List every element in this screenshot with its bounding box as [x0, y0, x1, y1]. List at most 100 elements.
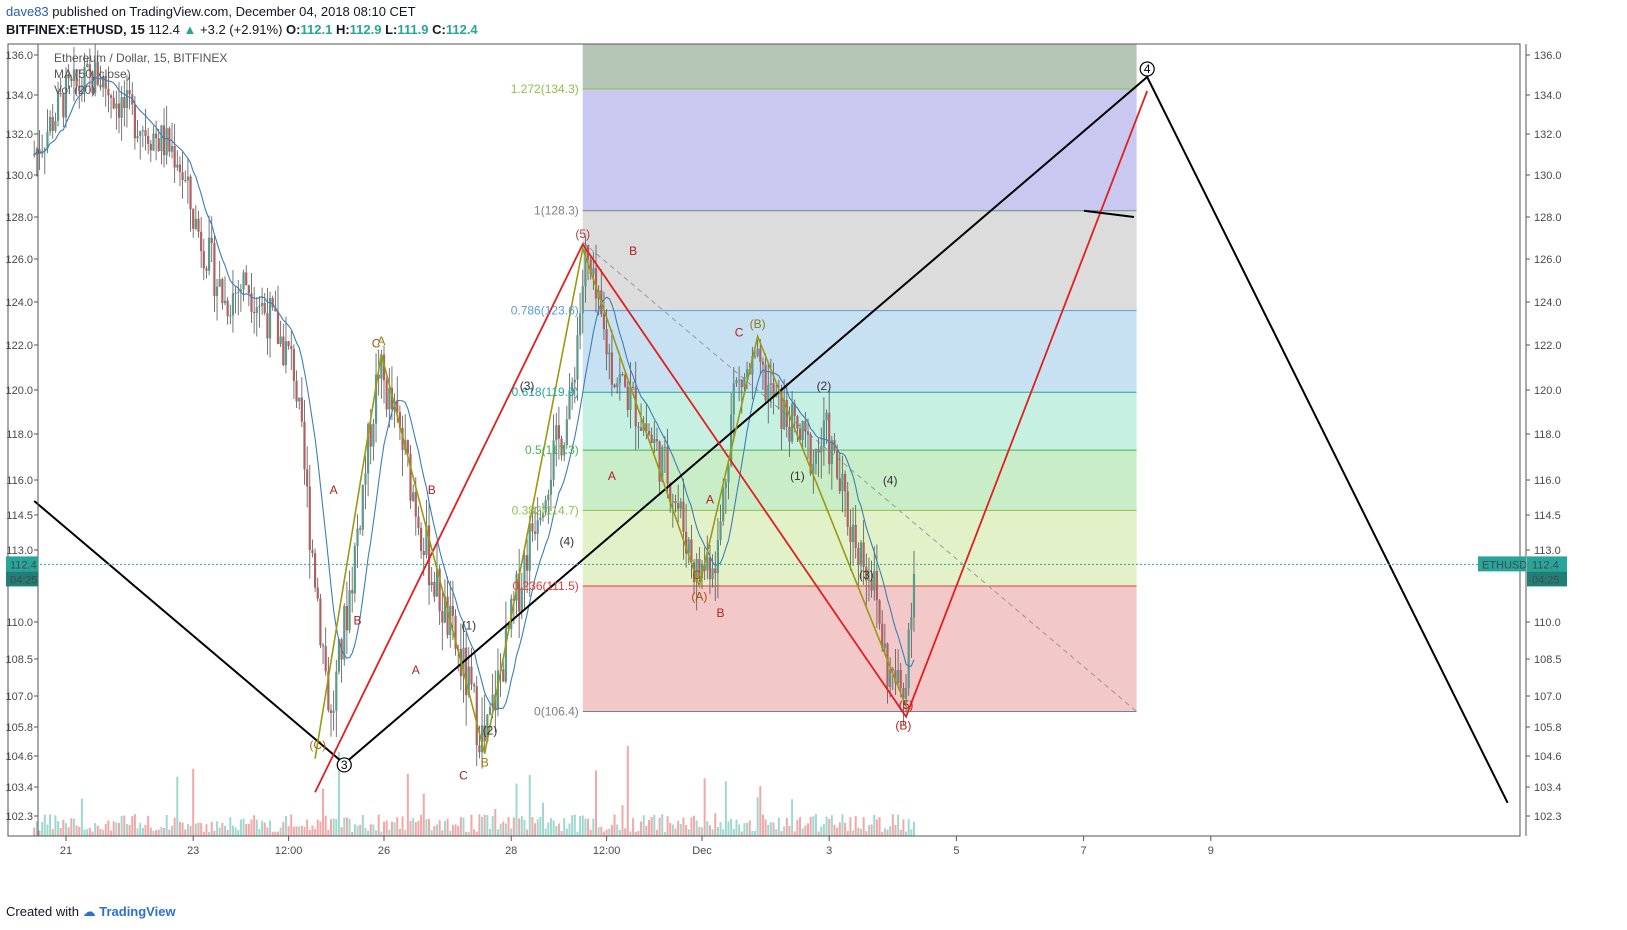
x-tick-label: 3: [826, 845, 832, 857]
volume-bar: [96, 825, 99, 836]
fib-zone: [582, 210, 1137, 311]
fib-level-label: 0.618(119.9): [512, 385, 579, 399]
candle-body: [698, 559, 701, 579]
volume-bar: [669, 822, 672, 836]
volume-bar: [102, 830, 105, 836]
candle-body: [645, 423, 648, 432]
volume-bar: [311, 825, 314, 836]
candle-body: [433, 581, 436, 597]
y-tick-label-left: 122.0: [5, 340, 33, 352]
price-tag-right: [1527, 556, 1567, 572]
author-link[interactable]: dave83: [6, 4, 49, 19]
volume-bar: [242, 818, 245, 836]
volume-bar: [557, 823, 560, 836]
candle-body: [374, 374, 378, 424]
volume-bar: [616, 824, 619, 836]
volume-bar: [178, 821, 181, 836]
fib-level-label: 1(128.3): [534, 204, 579, 218]
volume-bar: [147, 815, 150, 836]
candle-body: [690, 539, 693, 563]
y-tick-label-left: 118.0: [6, 429, 33, 441]
volume-bar: [120, 816, 123, 836]
volume-bar: [189, 825, 192, 836]
candle-body: [711, 568, 714, 580]
candle-body: [806, 431, 810, 435]
volume-bar: [891, 814, 894, 836]
candle-body: [298, 397, 301, 402]
volume-bar: [369, 824, 372, 836]
candle-body: [186, 176, 189, 181]
low-value: 111.9: [397, 22, 429, 37]
candle-body: [536, 520, 539, 534]
candle-body: [613, 384, 616, 388]
volume-bar: [443, 821, 446, 836]
candle-body: [624, 374, 627, 387]
volume-bar: [266, 827, 269, 836]
y-tick-label-right: 114.5: [1534, 510, 1561, 522]
volume-bar: [229, 817, 232, 836]
candle-body: [420, 528, 423, 552]
y-tick-label-right: 108.5: [1534, 654, 1562, 666]
volume-bar: [483, 814, 486, 836]
candle-body: [115, 103, 118, 109]
candle-body: [740, 379, 743, 388]
wave-label: (2): [817, 379, 832, 393]
candle-body: [560, 438, 563, 456]
candle-body: [573, 379, 576, 383]
candle-body: [149, 143, 152, 151]
candle-body: [435, 568, 439, 597]
tradingview-brand[interactable]: TradingView: [99, 904, 176, 919]
candle-body: [708, 557, 712, 580]
volume-bar: [258, 828, 261, 836]
volume-bar: [356, 825, 359, 836]
candle-body: [761, 361, 765, 365]
x-tick-label: 12:00: [593, 845, 621, 857]
volume-bar: [279, 827, 282, 836]
volume-bar: [833, 824, 836, 836]
candle-body: [682, 501, 685, 532]
volume-bar: [348, 818, 351, 836]
volume-bar: [388, 829, 391, 836]
publish-info: dave83 published on TradingView.com, Dec…: [6, 4, 416, 19]
volume-bar: [91, 831, 94, 836]
candle-body: [912, 573, 916, 618]
candle-body: [268, 297, 272, 339]
volume-bar: [59, 827, 62, 836]
candle-body: [663, 446, 666, 448]
volume-bar: [372, 824, 375, 836]
candle-body: [409, 453, 412, 501]
wave-label: (3): [859, 568, 874, 582]
volume-bar: [380, 831, 383, 836]
tradingview-logo-icon: ☁: [82, 904, 96, 919]
y-tick-label-right: 113.0: [1534, 545, 1561, 557]
candle-body: [160, 125, 163, 152]
candle-body: [738, 379, 741, 381]
volume-bar: [454, 824, 457, 836]
y-tick-label-right: 136.0: [1534, 50, 1562, 62]
y-tick-label-right: 102.3: [1534, 811, 1562, 823]
volume-bar: [337, 751, 340, 836]
candle-body: [194, 218, 197, 229]
volume-bar: [46, 824, 49, 836]
volume-bar: [430, 830, 433, 836]
volume-bar: [621, 805, 624, 836]
volume-bar: [231, 825, 234, 836]
y-tick-label-right: 105.8: [1534, 722, 1562, 734]
candle-body: [719, 521, 722, 540]
black-wave-line: [33, 75, 1509, 804]
volume-bar: [377, 814, 380, 836]
volume-bar: [250, 819, 253, 836]
y-tick-label-left: 136.0: [5, 50, 33, 62]
volume-bar: [33, 827, 36, 836]
candle-body: [147, 135, 150, 144]
candle-body: [38, 149, 41, 154]
candle-body: [173, 145, 176, 168]
volume-bar: [899, 829, 902, 836]
wave-label: (B): [895, 718, 911, 732]
candle-body: [658, 441, 661, 482]
candle-body: [54, 120, 57, 131]
candle-body: [822, 420, 825, 446]
candle-body: [700, 563, 704, 579]
open-value: 112.1: [300, 22, 333, 37]
